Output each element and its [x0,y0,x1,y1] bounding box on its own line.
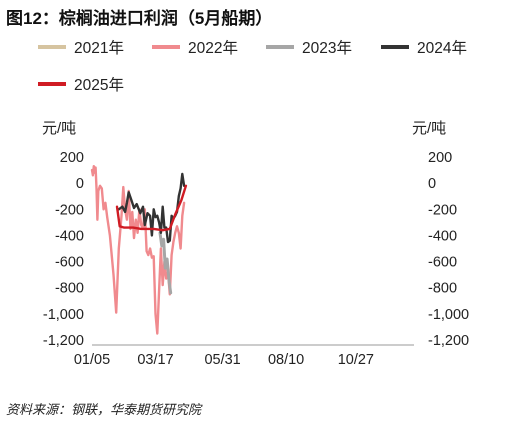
legend-item-2025: 2025年 [38,73,124,95]
legend-label-2022: 2022年 [188,40,238,57]
legend-swatch-2021 [38,45,66,49]
legend-item-2021: 2021年 [38,36,124,58]
chart-title: 图12：棕榈油进口利润（5月船期） [6,9,273,28]
legend-swatch-2022 [152,45,180,49]
x-tick-label: 08/10 [268,352,304,368]
y-tick-label-right: -1,200 [428,333,469,349]
y-axis-unit-right: 元/吨 [412,120,447,137]
y-tick-label-left: 200 [60,150,84,166]
legend-label-2021: 2021年 [74,40,124,57]
y-tick-label-right: -200 [428,202,457,218]
legend-item-2022: 2022年 [152,36,238,58]
y-tick-label-left: -600 [55,255,84,271]
y-tick-label-left: -400 [55,228,84,244]
y-tick-label-right: -1,000 [428,307,469,323]
legend-label-2023: 2023年 [302,40,352,57]
y-axis-unit-left: 元/吨 [42,120,77,137]
y-tick-label-left: -800 [55,281,84,297]
y-tick-label-left: 0 [76,176,84,192]
legend-swatch-2023 [266,45,294,49]
x-tick-label: 10/27 [338,352,374,368]
source-note: 资料来源：钢联，华泰期货研究院 [6,402,202,417]
legend-swatch-2024 [381,45,409,49]
y-tick-label-left: -1,000 [43,307,84,323]
legend-label-2024: 2024年 [417,40,467,57]
x-tick-label: 05/31 [204,352,240,368]
y-tick-label-left: -200 [55,202,84,218]
y-tick-label-left: -1,200 [43,333,84,349]
legend-label-2025: 2025年 [74,77,124,94]
y-tick-label-right: -400 [428,228,457,244]
y-tick-label-right: 200 [428,150,452,166]
x-tick-label: 01/05 [74,352,110,368]
y-tick-label-right: 0 [428,176,436,192]
x-tick-label: 03/17 [137,352,173,368]
legend-item-2023: 2023年 [266,36,352,58]
y-tick-label-right: -600 [428,255,457,271]
series-line-2022年 [90,164,186,335]
y-tick-label-right: -800 [428,281,457,297]
legend-swatch-2025 [38,82,66,86]
series-line-2023年 [158,231,173,295]
legend-item-2024: 2024年 [381,36,467,58]
series-line-2025年 [115,184,188,232]
